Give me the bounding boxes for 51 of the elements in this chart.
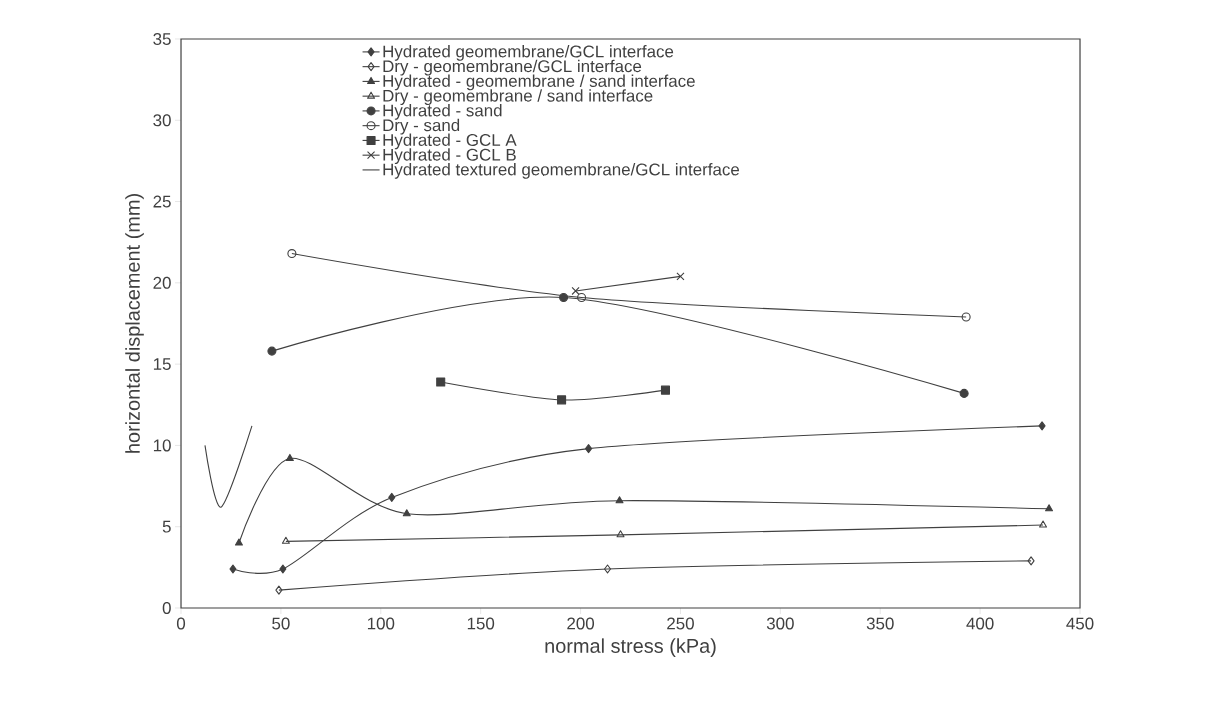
point [229,564,237,574]
point [961,312,971,322]
point [267,346,277,356]
y-tick-label: 25 [153,195,171,208]
point [585,444,593,454]
legend-label: Hydrated geomembrane/GCL interface [383,45,674,61]
point [615,496,624,504]
y-axis-title: horizontal displacement (mm) [125,194,144,453]
y-tick-label: 35 [153,32,171,45]
x-tick-label: 200 [567,617,595,630]
point [388,492,396,502]
x-tick-label: 250 [667,617,694,630]
point [1038,421,1046,431]
legend-label: Hydrated - sand [383,104,502,120]
y-tick-label: 0 [162,601,171,614]
x-axis-title: normal stress (kPa) [545,638,716,657]
x-tick-label: 150 [467,617,495,630]
point [1039,520,1048,528]
point [577,292,587,303]
point [604,564,612,574]
legend-label: Hydrated - GCL A [383,133,517,150]
point [279,564,287,574]
point [571,286,580,296]
x-tick-label: 300 [766,617,794,630]
point [1027,556,1035,566]
point [616,530,625,538]
point [285,453,294,461]
x-tick-label: 350 [866,617,894,630]
point [559,292,569,303]
legend-label: Hydrated textured geomembrane/GCL interface [383,163,740,179]
point [660,385,671,395]
point [1045,504,1054,512]
y-tick-label: 5 [162,520,171,533]
point [959,388,969,398]
x-tick-label: 400 [966,617,994,630]
point [281,536,290,544]
y-tick-label: 10 [153,439,171,452]
y-tick-label: 30 [153,114,171,127]
y-tick-label: 20 [153,276,171,289]
point [234,538,243,546]
x-tick-label: 450 [1066,617,1094,630]
y-tick-label: 15 [153,358,171,371]
point [436,377,446,387]
point [275,585,283,595]
point [402,509,411,517]
point [676,272,685,281]
x-tick-label: 50 [272,617,290,630]
point [287,249,297,259]
x-tick-label: 0 [176,617,186,630]
x-tick-label: 100 [367,617,395,630]
point [557,395,567,405]
